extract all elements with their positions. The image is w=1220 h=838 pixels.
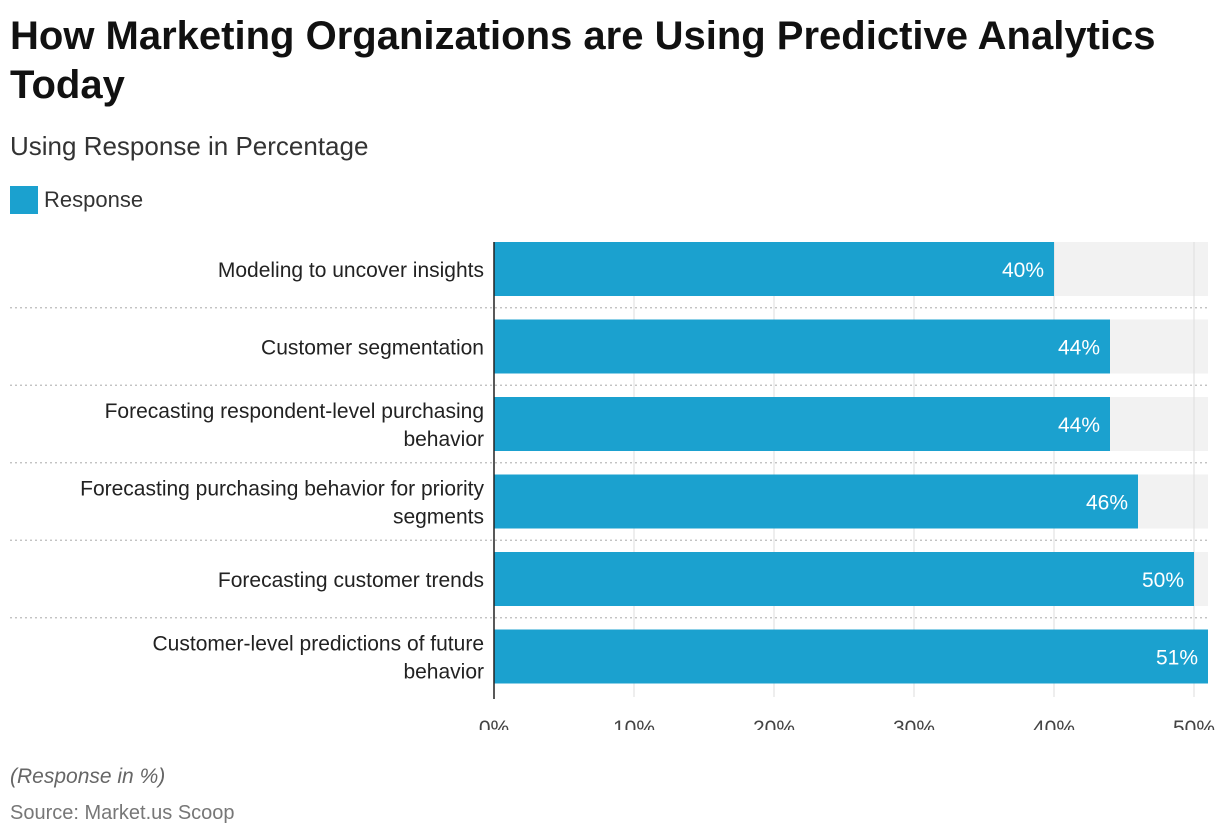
category-label: Forecasting respondent-level purchasing xyxy=(105,400,484,423)
bar-value-label: 50% xyxy=(1142,569,1184,592)
x-tick-label: 40% xyxy=(1033,717,1075,730)
category-label: Modeling to uncover insights xyxy=(218,259,484,282)
chart-source: Source: Market.us Scoop xyxy=(10,802,235,824)
x-tick-label: 50% xyxy=(1173,717,1215,730)
bar xyxy=(494,319,1110,374)
bar xyxy=(494,242,1054,296)
bar-value-label: 44% xyxy=(1058,414,1100,437)
category-label: behavior xyxy=(403,428,484,451)
bar xyxy=(494,397,1110,451)
chart-title: How Marketing Organizations are Using Pr… xyxy=(10,14,1156,107)
legend: Response xyxy=(10,186,143,214)
category-label: Forecasting purchasing behavior for prio… xyxy=(80,478,484,501)
bar-value-label: 46% xyxy=(1086,492,1128,515)
bar-value-label: 44% xyxy=(1058,337,1100,360)
x-tick-label: 30% xyxy=(893,717,935,730)
category-label: behavior xyxy=(403,661,484,684)
x-tick-label: 0% xyxy=(479,717,509,730)
category-label: Forecasting customer trends xyxy=(218,569,484,592)
bar xyxy=(494,629,1208,684)
bar-value-label: 51% xyxy=(1156,647,1198,670)
bar-chart: 40% Modeling to uncover insights 44% Custom… xyxy=(10,242,1215,730)
chart-note: (Response in %) xyxy=(10,765,166,788)
legend-label: Response xyxy=(44,187,144,212)
category-label: segments xyxy=(393,506,484,529)
bar xyxy=(494,474,1138,529)
legend-swatch xyxy=(10,186,38,214)
bar-value-label: 40% xyxy=(1002,259,1044,282)
category-label: Customer segmentation xyxy=(261,337,484,360)
bar xyxy=(494,552,1194,606)
x-tick-label: 10% xyxy=(613,717,655,730)
category-label: Customer-level predictions of future xyxy=(153,633,484,656)
chart-subtitle: Using Response in Percentage xyxy=(10,131,369,161)
x-tick-label: 20% xyxy=(753,717,795,730)
